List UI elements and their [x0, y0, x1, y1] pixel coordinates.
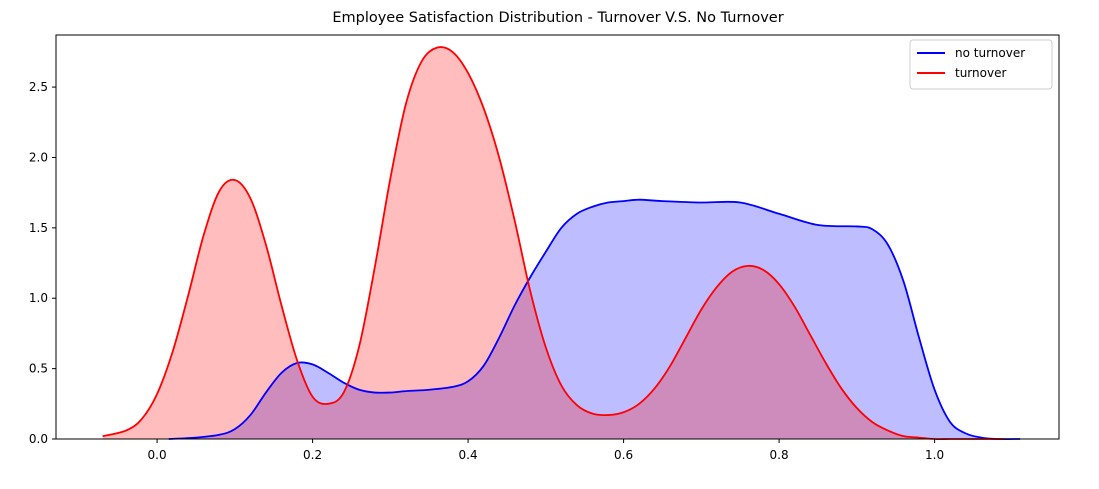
y-tick-label: 0.5 — [29, 362, 48, 376]
legend-label-1: turnover — [955, 66, 1006, 80]
x-tick-label: 0.0 — [148, 448, 167, 462]
y-tick-label: 2.5 — [29, 80, 48, 94]
y-tick-label: 2.0 — [29, 150, 48, 164]
x-tick-label: 0.8 — [770, 448, 789, 462]
y-axis: 0.0 0.5 1.0 1.5 2.0 2.5 — [29, 80, 56, 446]
x-tick-label: 0.4 — [459, 448, 478, 462]
series-line-1 — [102, 46, 1005, 441]
chart-title: Employee Satisfaction Distribution - Tur… — [332, 10, 783, 26]
legend-label-0: no turnover — [955, 46, 1025, 60]
legend-box — [909, 39, 1053, 90]
x-tick-label: 0.6 — [614, 448, 633, 462]
legend: no turnover turnover — [909, 39, 1053, 90]
y-tick-label: 1.0 — [29, 291, 48, 305]
series-fills — [102, 47, 1021, 440]
series-lines — [102, 46, 1021, 441]
x-tick-label: 1.0 — [925, 448, 944, 462]
y-tick-label: 0.0 — [29, 432, 48, 446]
plot-frame — [55, 34, 1060, 440]
y-tick-label: 1.5 — [29, 221, 48, 235]
x-axis: 0.0 0.2 0.4 0.6 0.8 1.0 — [148, 439, 944, 462]
series-line-0 — [168, 198, 1021, 441]
series-fill-0 — [168, 199, 1021, 440]
x-tick-label: 0.2 — [303, 448, 322, 462]
series-fill-1 — [102, 47, 1005, 440]
